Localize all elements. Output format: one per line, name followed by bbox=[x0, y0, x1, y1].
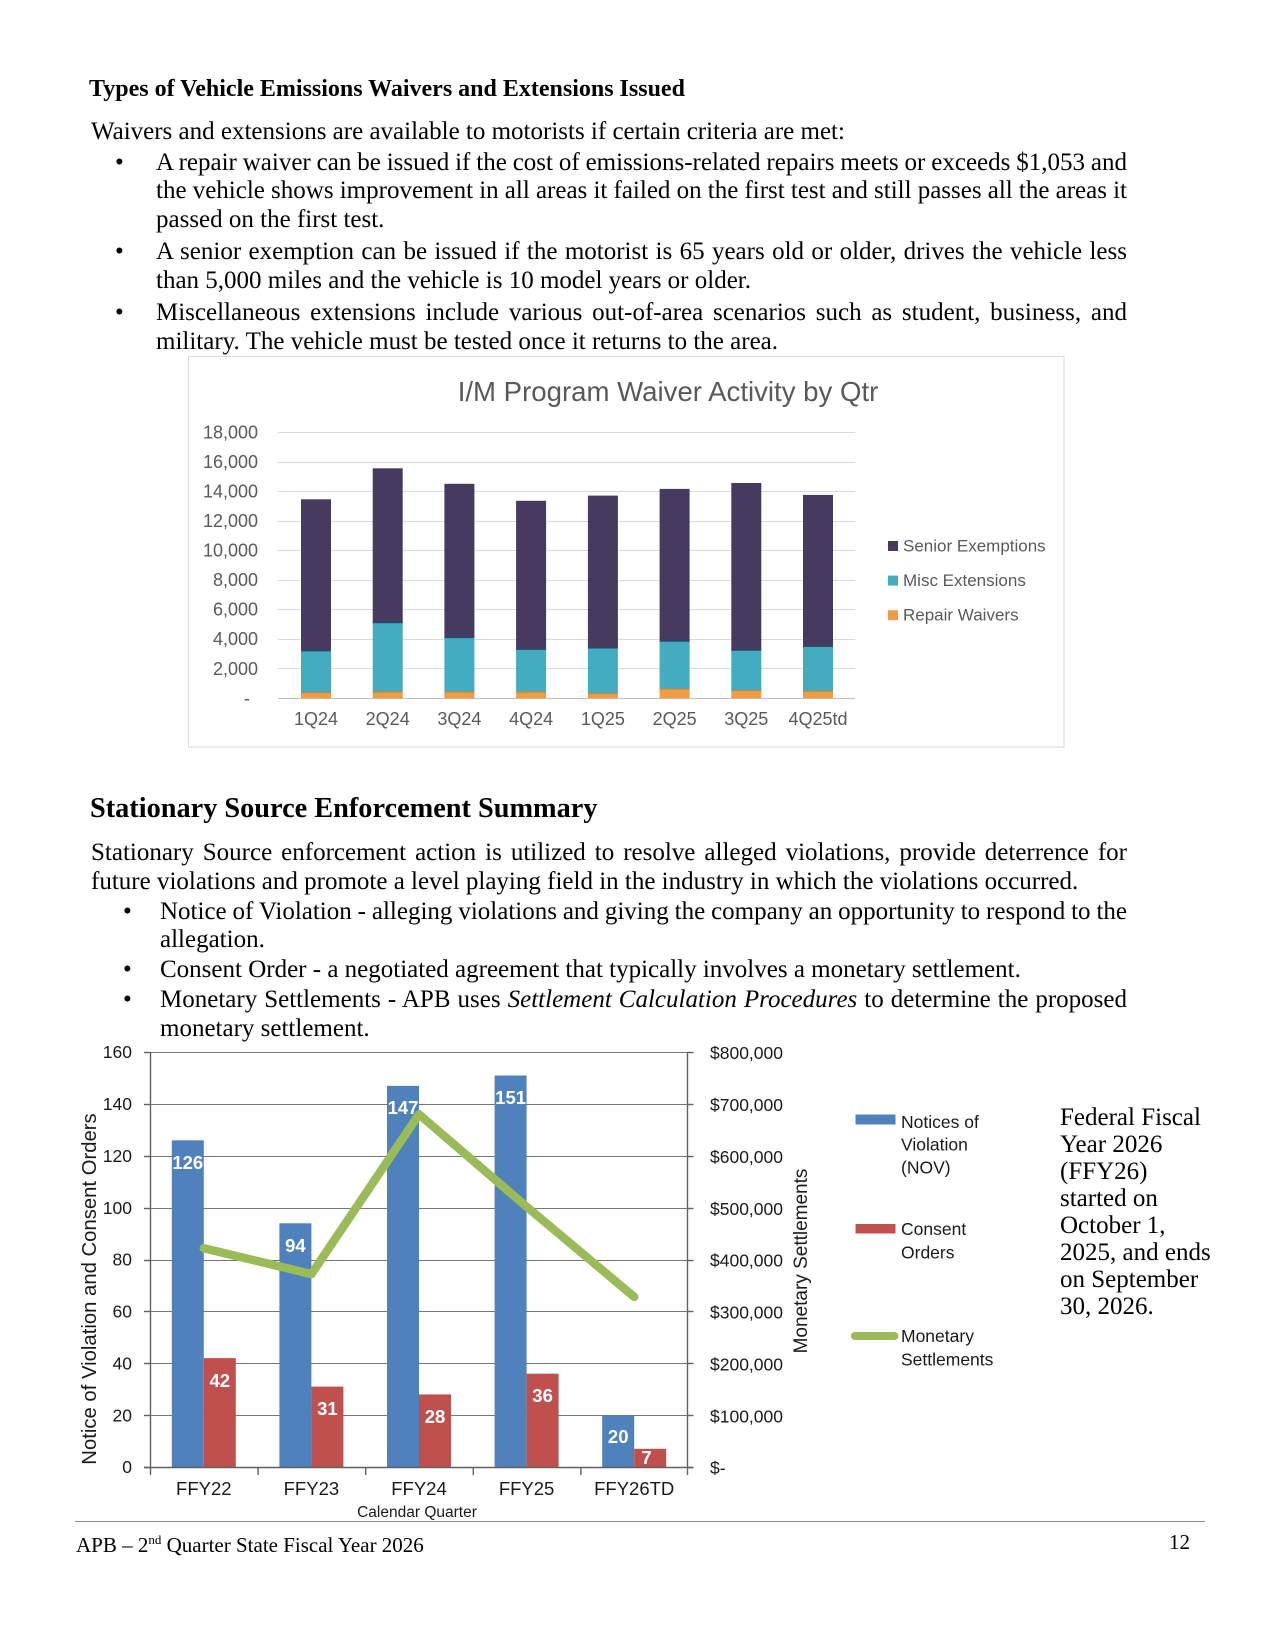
svg-text:FFY26TD: FFY26TD bbox=[594, 1478, 674, 1499]
svg-text:28: 28 bbox=[425, 1406, 446, 1427]
svg-text:Notice of Violation and Consen: Notice of Violation and Consent Orders bbox=[80, 1113, 101, 1464]
svg-text:42: 42 bbox=[210, 1370, 231, 1391]
svg-text:Calendar Quarter: Calendar Quarter bbox=[357, 1504, 477, 1520]
svg-text:1Q24: 1Q24 bbox=[294, 709, 338, 729]
svg-text:160: 160 bbox=[103, 1042, 132, 1062]
svg-text:$200,000: $200,000 bbox=[710, 1354, 783, 1374]
svg-text:3Q24: 3Q24 bbox=[437, 709, 481, 729]
svg-text:31: 31 bbox=[317, 1398, 338, 1419]
svg-text:2,000: 2,000 bbox=[213, 659, 258, 679]
svg-text:4,000: 4,000 bbox=[213, 629, 258, 649]
svg-text:Settlements: Settlements bbox=[901, 1350, 994, 1370]
svg-text:2Q25: 2Q25 bbox=[653, 709, 697, 729]
svg-text:10,000: 10,000 bbox=[203, 541, 258, 561]
svg-text:FFY24: FFY24 bbox=[391, 1478, 447, 1499]
svg-text:-: - bbox=[244, 688, 250, 708]
svg-text:0: 0 bbox=[122, 1457, 132, 1477]
svg-text:Repair Waivers: Repair Waivers bbox=[903, 606, 1019, 625]
svg-text:Consent: Consent bbox=[901, 1219, 966, 1239]
svg-text:8,000: 8,000 bbox=[213, 570, 258, 590]
svg-text:80: 80 bbox=[113, 1250, 133, 1270]
svg-text:Senior Exemptions: Senior Exemptions bbox=[903, 537, 1046, 556]
svg-text:$700,000: $700,000 bbox=[710, 1095, 783, 1115]
svg-text:FFY23: FFY23 bbox=[284, 1478, 340, 1499]
svg-text:140: 140 bbox=[103, 1094, 132, 1114]
svg-text:$400,000: $400,000 bbox=[710, 1251, 783, 1271]
svg-text:(NOV): (NOV) bbox=[901, 1158, 951, 1178]
svg-text:$500,000: $500,000 bbox=[710, 1199, 783, 1219]
svg-text:20: 20 bbox=[113, 1405, 133, 1425]
svg-text:100: 100 bbox=[103, 1198, 132, 1218]
svg-text:4Q25td: 4Q25td bbox=[788, 709, 847, 729]
svg-text:Monetary Settlements: Monetary Settlements bbox=[791, 1169, 812, 1354]
svg-text:12,000: 12,000 bbox=[203, 511, 258, 531]
svg-text:126: 126 bbox=[172, 1152, 203, 1173]
svg-text:Orders: Orders bbox=[901, 1243, 955, 1263]
svg-text:$600,000: $600,000 bbox=[710, 1147, 783, 1167]
svg-text:FFY22: FFY22 bbox=[176, 1478, 232, 1499]
svg-text:$-: $- bbox=[710, 1458, 726, 1478]
svg-text:40: 40 bbox=[113, 1353, 133, 1373]
svg-text:Monetary: Monetary bbox=[901, 1326, 974, 1346]
svg-text:Misc Extensions: Misc Extensions bbox=[903, 571, 1026, 590]
svg-text:36: 36 bbox=[532, 1385, 553, 1406]
svg-text:$800,000: $800,000 bbox=[710, 1043, 783, 1063]
svg-text:I/M Program Waiver Activity by: I/M Program Waiver Activity by Qtr bbox=[458, 376, 879, 407]
svg-text:$100,000: $100,000 bbox=[710, 1406, 783, 1426]
svg-text:20: 20 bbox=[608, 1426, 629, 1447]
svg-text:FFY25: FFY25 bbox=[499, 1478, 555, 1499]
svg-text:16,000: 16,000 bbox=[203, 452, 258, 472]
svg-text:6,000: 6,000 bbox=[213, 600, 258, 620]
svg-text:Violation: Violation bbox=[901, 1135, 968, 1155]
svg-text:151: 151 bbox=[495, 1087, 526, 1108]
svg-text:3Q25: 3Q25 bbox=[724, 709, 768, 729]
svg-text:60: 60 bbox=[113, 1302, 133, 1322]
svg-text:4Q24: 4Q24 bbox=[509, 709, 553, 729]
svg-text:2Q24: 2Q24 bbox=[366, 709, 410, 729]
svg-text:Notices of: Notices of bbox=[901, 1112, 979, 1132]
svg-text:147: 147 bbox=[388, 1097, 419, 1118]
svg-text:1Q25: 1Q25 bbox=[581, 709, 625, 729]
svg-text:120: 120 bbox=[103, 1146, 132, 1166]
svg-text:18,000: 18,000 bbox=[203, 422, 258, 442]
svg-text:7: 7 bbox=[641, 1447, 651, 1468]
svg-text:$300,000: $300,000 bbox=[710, 1303, 783, 1323]
svg-text:14,000: 14,000 bbox=[203, 482, 258, 502]
svg-text:94: 94 bbox=[285, 1235, 306, 1256]
